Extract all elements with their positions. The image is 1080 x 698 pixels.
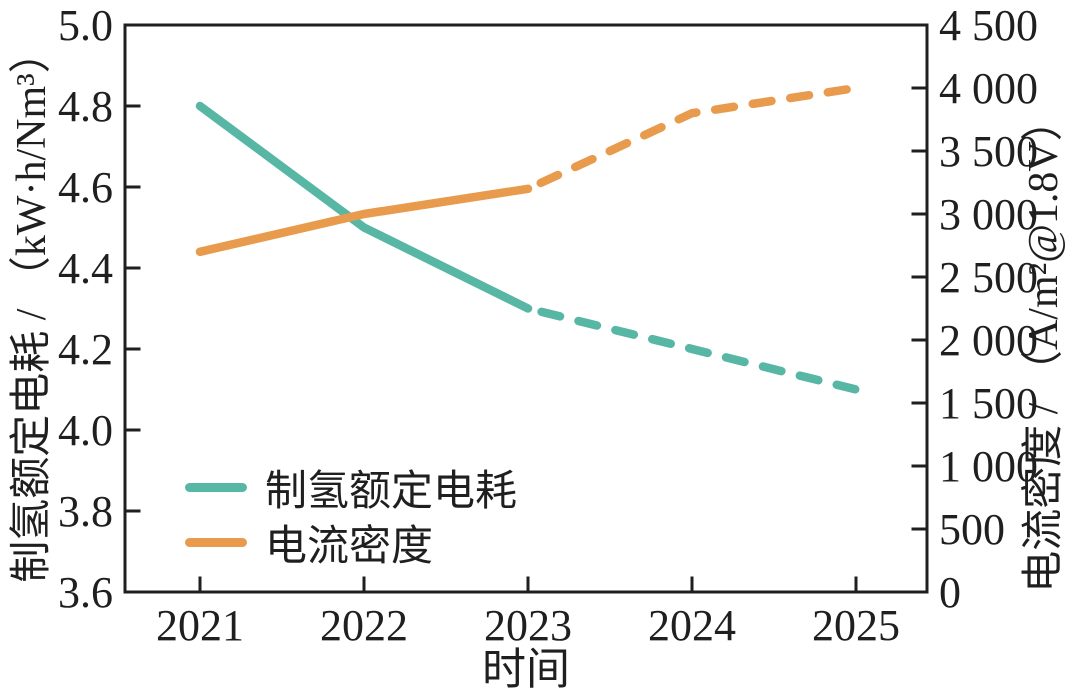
- left-axis-tick-label: 4.4: [58, 244, 113, 293]
- legend-label-current: 电流密度: [265, 523, 434, 570]
- left-axis-tick-label: 4.0: [58, 406, 113, 455]
- axes-frame: [123, 23, 929, 594]
- right-axis-tick-label: 4 500: [939, 1, 1038, 50]
- x-axis-title: 时间: [482, 645, 570, 694]
- right-axis-tick-label: 4 000: [939, 64, 1038, 113]
- legend-label-power: 制氢额定电耗: [265, 468, 518, 515]
- right-axis-tick-label: 2 500: [939, 253, 1038, 302]
- right-axis-tick-label: 1 000: [939, 442, 1038, 491]
- right-axis-tick-label: 500: [939, 505, 1005, 554]
- left-axis-tick-label: 4.8: [58, 82, 113, 131]
- series-line-dashed-0: [523, 304, 861, 394]
- right-axis-tick-label: 3 500: [939, 127, 1038, 176]
- right-axis-tick-label: 1 500: [939, 379, 1038, 428]
- x-axis-tick-label: 2024: [648, 601, 736, 650]
- legend-item-current: 电流密度: [185, 518, 517, 570]
- x-axis-tick-label: 2025: [812, 601, 900, 650]
- x-axis-tick-label: 2021: [156, 601, 244, 650]
- legend-item-power: 制氢额定电耗: [185, 463, 517, 515]
- left-axis-tick-label: 5.0: [58, 1, 113, 50]
- left-axis-title: 制氢额定电耗 / （kW·h/Nm³）: [9, 31, 55, 583]
- left-axis-tick-label: 3.6: [58, 568, 113, 617]
- left-axis-tick-label: 4.2: [58, 325, 113, 374]
- left-axis-tick-label: 3.8: [58, 487, 113, 536]
- right-axis-title: 电流密度 / （A/m²@1.8V）: [1021, 99, 1067, 593]
- series-line-solid-0: [195, 101, 533, 313]
- x-axis-tick-label: 2022: [320, 601, 408, 650]
- right-axis-tick-label: 2 000: [939, 316, 1038, 365]
- series-line-solid-1: [195, 184, 533, 257]
- series-line-dashed-1: [523, 83, 861, 194]
- legend: 制氢额定电耗 电流密度: [185, 463, 517, 570]
- x-axis-tick-label: 2023: [484, 601, 572, 650]
- legend-swatch-power-icon: [185, 482, 247, 492]
- left-axis-tick-label: 4.6: [58, 163, 113, 212]
- right-axis-tick-label: 0: [939, 568, 961, 617]
- legend-swatch-current-icon: [185, 537, 247, 547]
- right-axis-tick-label: 3 000: [939, 190, 1038, 239]
